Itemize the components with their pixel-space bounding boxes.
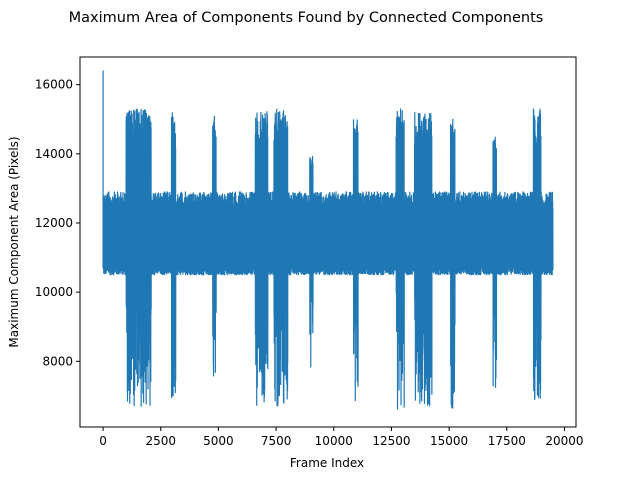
series-layer	[102, 70, 554, 410]
x-tick-label: 5000	[203, 434, 234, 448]
series-line	[102, 70, 554, 410]
y-axis: 8000 10000 12000 14000 16000	[35, 78, 80, 368]
x-tick-label: 17500	[488, 434, 526, 448]
x-tick-label: 20000	[545, 434, 583, 448]
x-tick-label: 0	[99, 434, 107, 448]
chart-title: Maximum Area of Components Found by Conn…	[69, 10, 544, 26]
plot-frame	[79, 56, 577, 428]
x-tick-label: 12500	[372, 434, 410, 448]
y-axis-label: Maximum Component Area (Pixels)	[7, 136, 21, 347]
x-tick-label: 7500	[261, 434, 292, 448]
y-tick-label: 16000	[35, 78, 73, 92]
y-tick-label: 14000	[35, 147, 73, 161]
y-tick-label: 10000	[35, 285, 73, 299]
x-axis: 0 2500 5000 7500 10000 12500 15000 17500 20000	[99, 427, 584, 448]
y-tick-label: 8000	[42, 354, 73, 368]
x-tick-label: 15000	[430, 434, 468, 448]
x-axis-label: Frame Index	[290, 456, 364, 470]
x-tick-label: 10000	[315, 434, 353, 448]
x-tick-label: 2500	[145, 434, 176, 448]
y-tick-label: 12000	[35, 216, 73, 230]
